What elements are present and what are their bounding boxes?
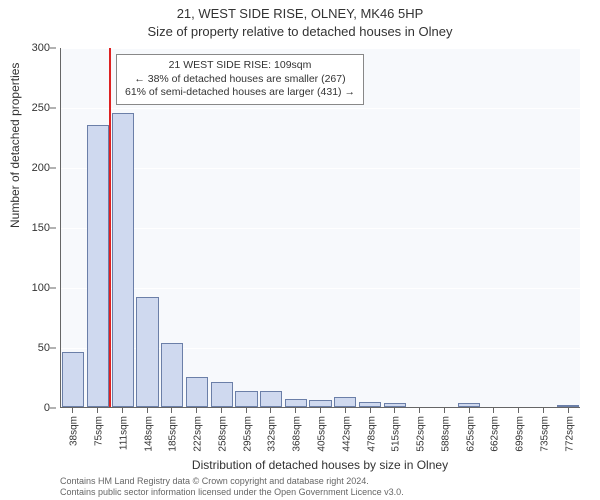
annotation-box: 21 WEST SIDE RISE: 109sqm ← 38% of detac…: [116, 54, 364, 105]
x-tick-mark: [320, 408, 321, 413]
y-tick-mark: [50, 168, 56, 169]
y-tick-mark: [50, 48, 56, 49]
bar: [557, 405, 579, 407]
y-axis-ticks: 050100150200250300: [0, 48, 56, 408]
x-tick-mark: [221, 408, 222, 413]
x-tick-label: 332sqm: [267, 416, 278, 462]
attribution-line: Contains HM Land Registry data © Crown c…: [60, 476, 580, 487]
y-tick-label: 100: [32, 282, 50, 294]
bar-slot: [506, 48, 531, 407]
bar: [136, 297, 158, 407]
x-tick-label: 515sqm: [391, 416, 402, 462]
y-tick-label: 250: [32, 102, 50, 114]
annotation-line: 21 WEST SIDE RISE: 109sqm: [125, 59, 355, 73]
y-tick-label: 300: [32, 42, 50, 54]
x-tick-label: 75sqm: [94, 416, 105, 462]
x-axis-ticks: 38sqm 75sqm 111sqm 148sqm 185sqm 222sqm 258sqm…: [60, 408, 580, 460]
annotation-line: ← 38% of detached houses are smaller (26…: [125, 73, 355, 87]
bar-slot: [457, 48, 482, 407]
x-tick-mark: [345, 408, 346, 413]
chart-title-main: 21, WEST SIDE RISE, OLNEY, MK46 5HP: [0, 6, 600, 21]
x-tick-label: 258sqm: [217, 416, 228, 462]
bar: [112, 113, 134, 407]
x-tick-mark: [122, 408, 123, 413]
x-tick-mark: [246, 408, 247, 413]
bar: [260, 391, 282, 407]
x-tick-mark: [493, 408, 494, 413]
bar-slot: [382, 48, 407, 407]
x-tick-label: 662sqm: [490, 416, 501, 462]
x-tick-mark: [568, 408, 569, 413]
attribution: Contains HM Land Registry data © Crown c…: [60, 476, 580, 498]
x-tick-mark: [196, 408, 197, 413]
x-tick-mark: [72, 408, 73, 413]
y-tick-label: 200: [32, 162, 50, 174]
bar-slot: [481, 48, 506, 407]
x-tick-label: 405sqm: [317, 416, 328, 462]
x-tick-label: 478sqm: [366, 416, 377, 462]
bar: [235, 391, 257, 407]
x-tick-mark: [518, 408, 519, 413]
bar: [334, 397, 356, 407]
bar-slot: [407, 48, 432, 407]
bar: [384, 403, 406, 407]
bar-slot: [432, 48, 457, 407]
x-tick-mark: [394, 408, 395, 413]
x-tick-label: 772sqm: [564, 416, 575, 462]
annotation-line: 61% of semi-detached houses are larger (…: [125, 86, 355, 100]
bar: [458, 403, 480, 407]
bar-slot: [86, 48, 111, 407]
x-tick-label: 368sqm: [292, 416, 303, 462]
x-tick-label: 699sqm: [515, 416, 526, 462]
x-tick-label: 625sqm: [465, 416, 476, 462]
x-tick-label: 552sqm: [416, 416, 427, 462]
x-tick-mark: [469, 408, 470, 413]
x-tick-mark: [370, 408, 371, 413]
bar: [285, 399, 307, 407]
x-tick-mark: [444, 408, 445, 413]
bar: [87, 125, 109, 407]
y-tick-mark: [50, 408, 56, 409]
bar: [359, 402, 381, 407]
bar-slot: [555, 48, 580, 407]
x-tick-label: 222sqm: [193, 416, 204, 462]
x-tick-label: 148sqm: [143, 416, 154, 462]
x-axis-label: Distribution of detached houses by size …: [60, 458, 580, 472]
x-tick-mark: [543, 408, 544, 413]
attribution-line: Contains public sector information licen…: [60, 487, 580, 498]
x-tick-label: 442sqm: [341, 416, 352, 462]
y-tick-mark: [50, 108, 56, 109]
bar: [161, 343, 183, 407]
bar: [186, 377, 208, 407]
y-tick-mark: [50, 288, 56, 289]
x-tick-mark: [419, 408, 420, 413]
x-tick-label: 38sqm: [69, 416, 80, 462]
chart-title-sub: Size of property relative to detached ho…: [0, 24, 600, 39]
histogram-chart: 21, WEST SIDE RISE, OLNEY, MK46 5HP Size…: [0, 0, 600, 500]
bar-slot: [531, 48, 556, 407]
x-tick-label: 588sqm: [440, 416, 451, 462]
y-tick-label: 50: [38, 342, 50, 354]
x-tick-label: 295sqm: [242, 416, 253, 462]
bar: [62, 352, 84, 407]
x-tick-mark: [97, 408, 98, 413]
y-tick-label: 150: [32, 222, 50, 234]
bar: [309, 400, 331, 407]
x-tick-label: 735sqm: [539, 416, 550, 462]
x-tick-mark: [171, 408, 172, 413]
x-tick-mark: [270, 408, 271, 413]
bar-slot: [61, 48, 86, 407]
y-tick-mark: [50, 348, 56, 349]
x-tick-label: 185sqm: [168, 416, 179, 462]
bar: [211, 382, 233, 407]
y-tick-mark: [50, 228, 56, 229]
marker-line: [109, 48, 111, 407]
x-tick-mark: [295, 408, 296, 413]
x-tick-label: 111sqm: [118, 416, 129, 462]
x-tick-mark: [147, 408, 148, 413]
